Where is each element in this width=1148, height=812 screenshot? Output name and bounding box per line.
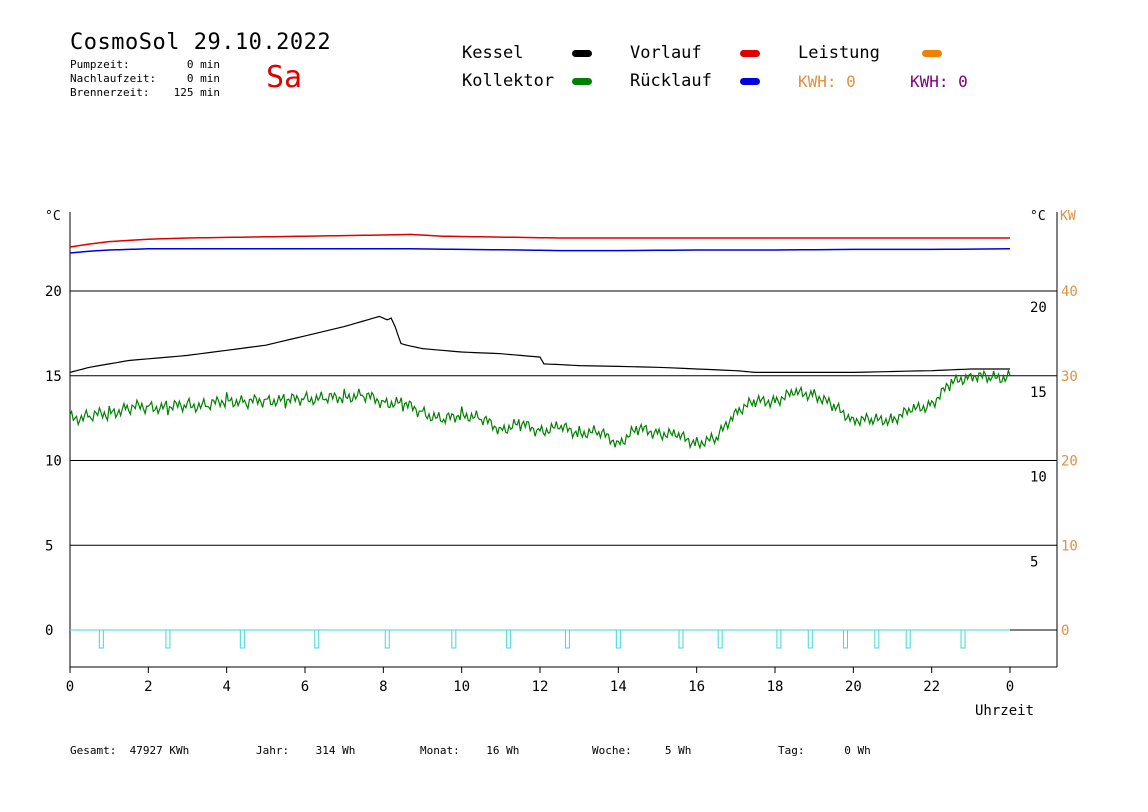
legend-swatch-leistung	[922, 50, 942, 57]
info-value: 0 min	[186, 72, 220, 85]
x-tick-label: 6	[301, 679, 309, 695]
footer-label: Monat:	[420, 744, 460, 757]
series-line-ruecklauf	[69, 248, 1011, 254]
pump-pulse	[314, 629, 320, 649]
pump-pulse	[615, 629, 621, 649]
pump-pulse	[905, 629, 911, 649]
legend-swatch-ruecklauf	[740, 78, 760, 85]
series-line-vorlauf	[69, 233, 1010, 248]
x-tick-label: 4	[222, 679, 230, 695]
pump-pulse	[451, 629, 457, 649]
weekday-label: Sa	[266, 60, 303, 95]
info-row-nachlaufzeit: Nachlaufzeit: 0 min	[70, 72, 220, 86]
pump-pulse	[874, 629, 880, 649]
y-tick-label-right: 5	[1030, 554, 1038, 570]
legend-swatch-kessel	[572, 50, 592, 57]
footer-value: 314 Wh	[315, 744, 356, 757]
footer-label: Woche:	[592, 744, 632, 757]
x-axis-label: Uhrzeit	[975, 703, 1034, 719]
info-value: 125 min	[173, 86, 220, 99]
footer-value: 16 Wh	[486, 744, 520, 757]
footer-value: 47927 KWh	[129, 744, 190, 757]
pump-pulse	[717, 629, 723, 649]
footer-label: Gesamt:	[70, 744, 117, 757]
footer-gesamt: Gesamt: 47927 KWh	[70, 744, 189, 757]
pump-pulse	[165, 629, 171, 649]
pump-pulse	[564, 629, 570, 649]
y-unit-power: KW	[1060, 209, 1076, 224]
footer-value: 0 Wh	[844, 744, 871, 757]
info-label: Brennerzeit:	[70, 86, 150, 99]
kwh-label-1: KWH: 0	[798, 72, 856, 91]
pump-pulse	[239, 629, 245, 649]
legend-label-leistung: Leistung	[798, 43, 880, 63]
x-tick-label: 22	[923, 679, 940, 695]
x-tick-label: 18	[767, 679, 784, 695]
pump-pulse	[776, 629, 782, 649]
x-tick-label: 0	[66, 679, 74, 695]
pump-pulse	[843, 629, 848, 649]
y-tick-label-left: 0	[45, 623, 53, 639]
legend-label-ruecklauf: Rücklauf	[630, 71, 712, 91]
pump-pulse	[384, 629, 390, 649]
x-tick-label: 14	[610, 679, 627, 695]
footer-tag: Tag: 0 Wh	[778, 744, 871, 757]
y-unit-right: °C	[1030, 209, 1046, 224]
legend-swatch-vorlauf	[740, 50, 760, 57]
legend-label-kessel: Kessel	[462, 43, 524, 63]
x-tick-label: 20	[845, 679, 862, 695]
y-tick-label-power: 10	[1061, 538, 1078, 554]
footer-woche: Woche: 5 Wh	[592, 744, 691, 757]
info-row-pumpzeit: Pumpzeit: 0 min	[70, 58, 220, 72]
info-label: Pumpzeit:	[70, 58, 130, 71]
legend-swatch-kollektor	[572, 78, 592, 85]
x-tick-label: 0	[1006, 679, 1014, 695]
y-tick-label-left: 5	[45, 538, 53, 554]
x-tick-label: 16	[688, 679, 705, 695]
y-tick-label-left: 20	[45, 284, 62, 300]
info-block: Pumpzeit: 0 min Nachlaufzeit: 0 min Bren…	[70, 58, 220, 100]
legend-label-vorlauf: Vorlauf	[630, 43, 702, 63]
chart-title: CosmoSol 29.10.2022	[70, 30, 332, 55]
y-tick-label-left: 10	[45, 454, 62, 470]
pump-pulse	[807, 629, 813, 649]
footer-label: Jahr:	[256, 744, 290, 757]
footer-monat: Monat: 16 Wh	[420, 744, 519, 757]
x-tick-label: 12	[532, 679, 549, 695]
info-label: Nachlaufzeit:	[70, 72, 157, 85]
footer-value: 5 Wh	[664, 744, 692, 757]
series-line-kessel	[69, 315, 1010, 373]
y-tick-label-right: 10	[1030, 470, 1047, 486]
pump-pulse	[506, 629, 512, 649]
x-tick-label: 2	[144, 679, 152, 695]
pump-pulse	[98, 629, 104, 649]
y-tick-label-power: 20	[1061, 454, 1078, 470]
legend-label-kollektor: Kollektor	[462, 71, 555, 91]
y-tick-label-left: 15	[45, 369, 62, 385]
series-line-kollektor	[69, 369, 1011, 450]
y-unit-left: °C	[45, 209, 61, 224]
footer-label: Tag:	[778, 744, 805, 757]
pump-pulse	[678, 629, 684, 649]
x-tick-label: 10	[453, 679, 470, 695]
y-tick-label-right: 20	[1030, 300, 1047, 316]
pump-pulse	[960, 629, 966, 649]
kwh-label-2: KWH: 0	[910, 72, 968, 91]
x-tick-label: 8	[379, 679, 387, 695]
y-tick-label-right: 15	[1030, 385, 1047, 401]
y-tick-label-power: 40	[1061, 284, 1078, 300]
y-tick-label-power: 0	[1061, 623, 1069, 639]
footer-jahr: Jahr: 314 Wh	[256, 744, 355, 757]
info-value: 0 min	[186, 58, 220, 71]
info-row-brennerzeit: Brennerzeit: 125 min	[70, 86, 220, 100]
y-tick-label-power: 30	[1061, 369, 1078, 385]
